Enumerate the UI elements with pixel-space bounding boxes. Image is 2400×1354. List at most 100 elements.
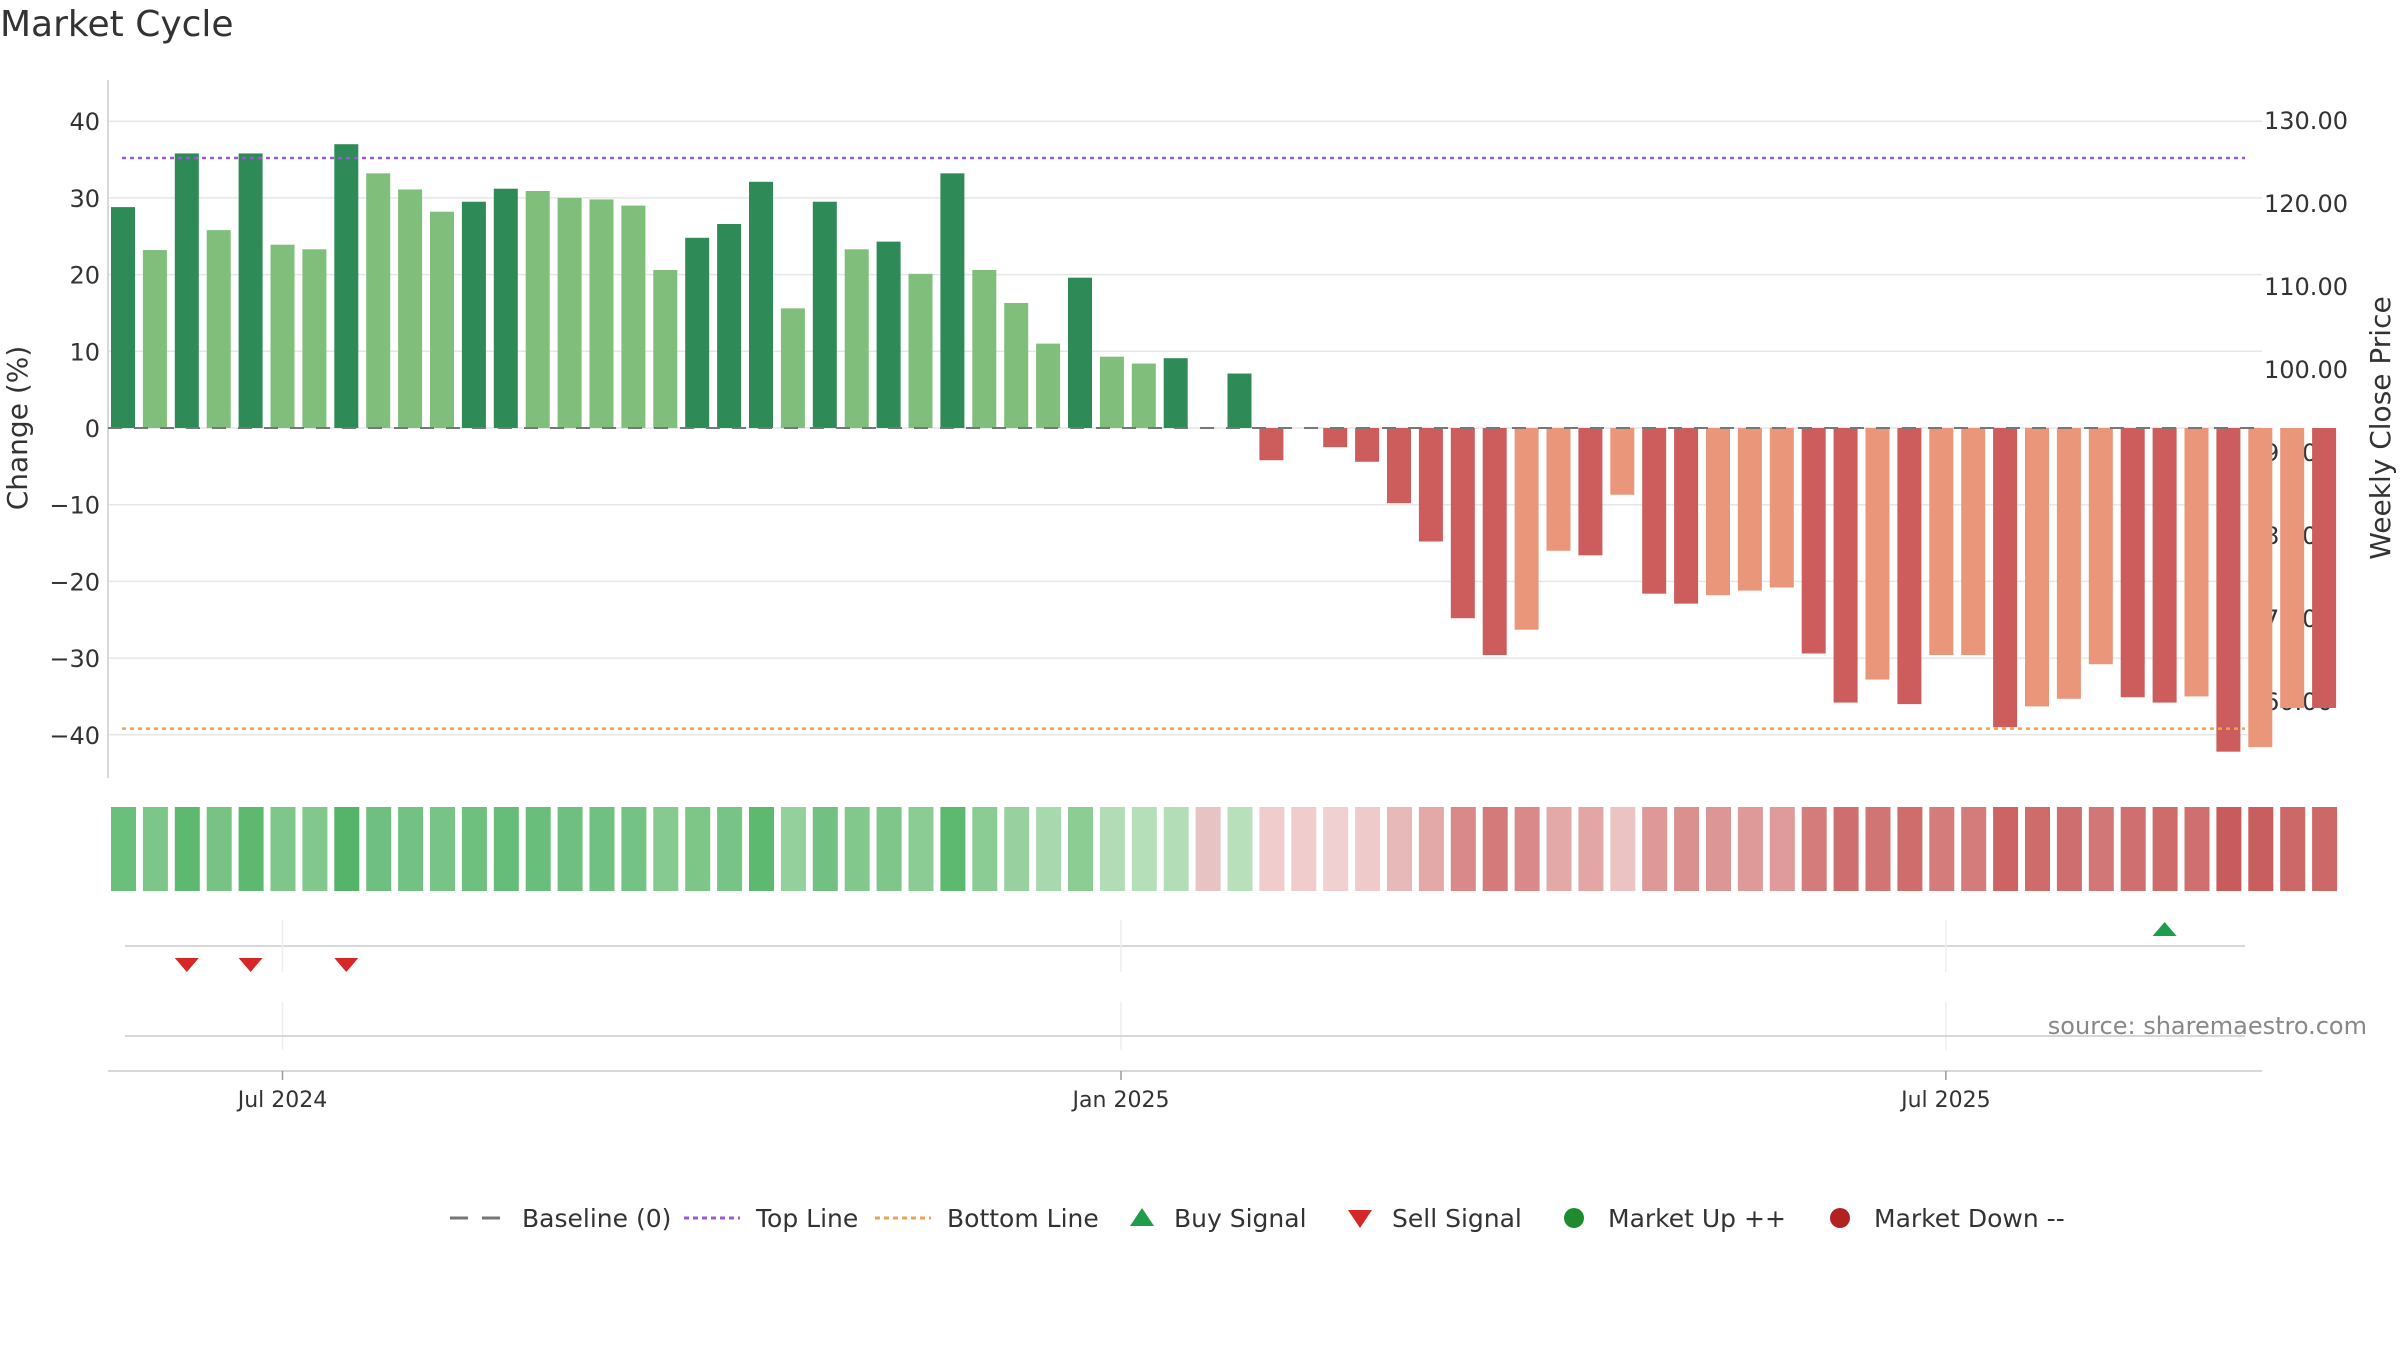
heat-cell-48 bbox=[1642, 807, 1668, 891]
legend-marker-circle bbox=[1830, 1208, 1850, 1228]
y-tick-label: −40 bbox=[49, 722, 100, 750]
bar-60 bbox=[2025, 428, 2049, 707]
heat-cell-45 bbox=[1546, 807, 1572, 891]
heat-cell-64 bbox=[2152, 807, 2178, 891]
bar-52 bbox=[1769, 428, 1794, 588]
heat-cell-60 bbox=[2025, 807, 2050, 891]
heat-cell-67 bbox=[2248, 807, 2274, 891]
y-tick-label: −20 bbox=[49, 568, 100, 596]
heat-cell-46 bbox=[1578, 807, 1604, 891]
heat-cell-5 bbox=[270, 807, 296, 891]
y-tick-label: 0 bbox=[85, 415, 100, 443]
heat-cell-35 bbox=[1227, 807, 1253, 891]
sell-signal-marker bbox=[174, 958, 199, 972]
heat-cell-37 bbox=[1291, 807, 1317, 891]
legend-label: Market Down -- bbox=[1874, 1204, 2065, 1233]
legend-marker-sell bbox=[1348, 1210, 1372, 1228]
heat-cell-14 bbox=[557, 807, 583, 891]
heat-cell-27 bbox=[972, 807, 998, 891]
heat-cell-69 bbox=[2312, 807, 2338, 891]
bar-35 bbox=[1227, 373, 1252, 428]
heat-cell-62 bbox=[2088, 807, 2114, 891]
y2-tick-label: 110.00 bbox=[2264, 273, 2348, 301]
bar-9 bbox=[398, 189, 423, 428]
bar-23 bbox=[844, 249, 869, 428]
bar-28 bbox=[1004, 302, 1029, 428]
heat-cell-42 bbox=[1450, 807, 1476, 891]
heat-cell-20 bbox=[749, 807, 774, 891]
heat-cell-28 bbox=[1004, 807, 1030, 891]
bar-18 bbox=[685, 237, 710, 428]
bar-17 bbox=[653, 269, 678, 428]
heat-cell-40 bbox=[1387, 807, 1412, 891]
heat-cell-56 bbox=[1897, 807, 1923, 891]
bar-33 bbox=[1163, 358, 1188, 428]
bar-13 bbox=[525, 190, 550, 428]
heat-cell-21 bbox=[780, 807, 806, 891]
x-tick-label: Jan 2025 bbox=[1071, 1088, 1170, 1113]
bar-39 bbox=[1355, 428, 1380, 462]
bar-49 bbox=[1674, 428, 1699, 604]
heat-cell-57 bbox=[1929, 807, 1955, 891]
heat-cell-63 bbox=[2120, 807, 2146, 891]
bar-55 bbox=[1865, 428, 1890, 680]
heat-cell-65 bbox=[2184, 807, 2210, 891]
bar-6 bbox=[302, 249, 327, 428]
heat-cell-23 bbox=[844, 807, 870, 891]
heat-cell-53 bbox=[1801, 807, 1827, 891]
bar-32 bbox=[1131, 363, 1156, 428]
bar-22 bbox=[812, 201, 837, 428]
bar-57 bbox=[1929, 428, 1954, 656]
bar-3 bbox=[206, 230, 231, 428]
heat-cell-25 bbox=[908, 807, 934, 891]
bar-65 bbox=[2184, 428, 2209, 697]
bar-11 bbox=[461, 201, 486, 428]
heat-cell-11 bbox=[461, 807, 487, 891]
y-tick-label: −30 bbox=[49, 645, 100, 673]
bar-63 bbox=[2120, 428, 2145, 698]
heat-cell-2 bbox=[174, 807, 200, 891]
heat-cell-39 bbox=[1355, 807, 1381, 891]
bar-66 bbox=[2216, 428, 2241, 752]
bar-36 bbox=[1259, 428, 1284, 461]
heat-cell-43 bbox=[1482, 807, 1508, 891]
bar-21 bbox=[780, 308, 805, 428]
bar-43 bbox=[1482, 428, 1507, 656]
bar-58 bbox=[1961, 428, 1986, 656]
y-axis-title: Change (%) bbox=[1, 346, 34, 511]
bar-64 bbox=[2152, 428, 2177, 703]
y-tick-label: −10 bbox=[49, 492, 100, 520]
y2-axis-title: Weekly Close Price bbox=[2364, 296, 2397, 559]
bar-7 bbox=[334, 144, 359, 428]
bar-12 bbox=[493, 188, 518, 428]
bar-5 bbox=[270, 244, 295, 428]
heat-cell-31 bbox=[1099, 807, 1125, 891]
bar-10 bbox=[430, 211, 454, 428]
bar-68 bbox=[2280, 428, 2305, 708]
heat-cell-29 bbox=[1036, 807, 1062, 891]
heat-cell-41 bbox=[1418, 807, 1444, 891]
heat-cell-26 bbox=[940, 807, 966, 891]
heat-cell-44 bbox=[1514, 807, 1540, 891]
bar-26 bbox=[940, 173, 965, 428]
y-tick-label: 30 bbox=[69, 185, 100, 213]
bar-40 bbox=[1387, 428, 1411, 504]
bar-29 bbox=[1036, 343, 1061, 428]
heat-cell-9 bbox=[398, 807, 424, 891]
bar-47 bbox=[1610, 428, 1635, 495]
bar-0 bbox=[111, 207, 135, 428]
x-tick-label: Jul 2024 bbox=[236, 1088, 328, 1113]
source-label: source: sharemaestro.com bbox=[2048, 1012, 2367, 1040]
heat-cell-6 bbox=[302, 807, 328, 891]
heat-cell-3 bbox=[206, 807, 232, 891]
x-tick-label: Jul 2025 bbox=[1899, 1088, 1991, 1113]
bar-61 bbox=[2056, 428, 2081, 699]
y2-tick-label: 100.00 bbox=[2264, 356, 2348, 384]
heat-cell-7 bbox=[334, 807, 360, 891]
bar-48 bbox=[1642, 428, 1667, 594]
bar-38 bbox=[1323, 428, 1348, 448]
heat-cell-59 bbox=[1993, 807, 2019, 891]
heat-cell-49 bbox=[1674, 807, 1700, 891]
heat-cell-10 bbox=[430, 807, 455, 891]
